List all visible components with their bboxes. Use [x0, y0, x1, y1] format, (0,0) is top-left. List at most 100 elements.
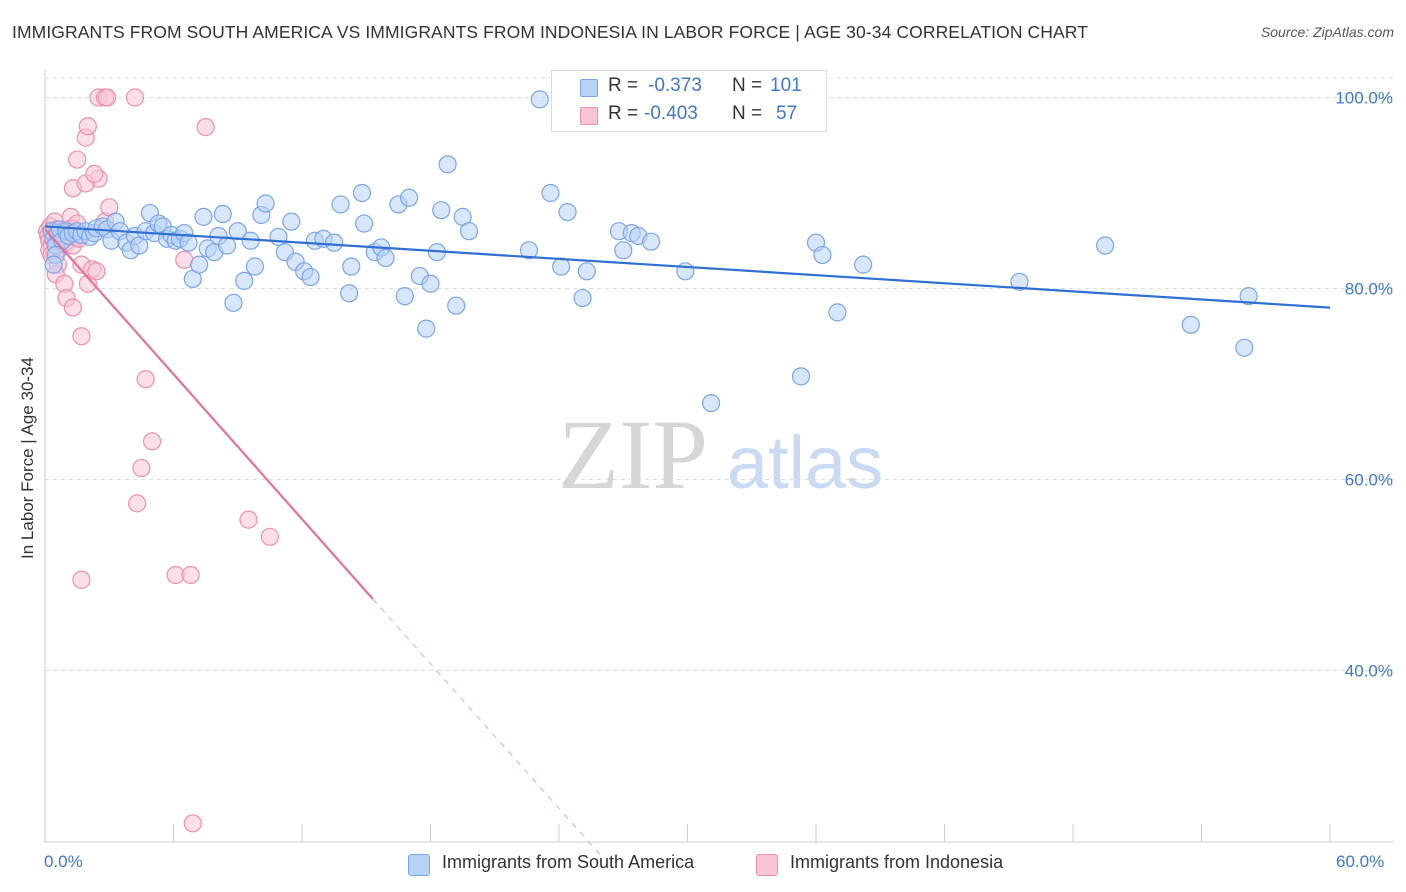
legend: Immigrants from South America Immigrants…	[0, 852, 1406, 876]
watermark-zip: ZIP	[558, 399, 708, 510]
series-south-america-points	[42, 90, 1258, 413]
swatch-south-america	[580, 79, 598, 97]
data-point-south-america	[44, 255, 63, 274]
r-label: R =	[608, 103, 639, 124]
trend-line-south-america	[44, 225, 1331, 309]
data-point-indonesia	[63, 298, 82, 317]
y-tick-label: 100.0%	[1335, 89, 1393, 108]
data-point-south-america	[421, 274, 440, 293]
data-point-south-america	[213, 204, 232, 224]
watermark-atlas: atlas	[727, 421, 883, 504]
data-point-indonesia	[72, 327, 91, 346]
n-label: N =	[732, 75, 763, 96]
data-point-indonesia	[85, 164, 104, 183]
data-point-south-america	[256, 194, 275, 213]
data-point-indonesia	[132, 458, 151, 478]
trend-lines	[44, 225, 1331, 858]
data-point-south-america	[1235, 338, 1254, 357]
data-point-south-america	[676, 262, 695, 281]
legend-label-south-america: Immigrants from South America	[442, 852, 695, 872]
data-point-south-america	[828, 303, 847, 322]
chart-title: IMMIGRANTS FROM SOUTH AMERICA VS IMMIGRA…	[12, 22, 1089, 42]
data-point-indonesia	[125, 88, 145, 107]
data-point-indonesia	[175, 250, 194, 269]
source-label: Source: ZipAtlas.com	[1260, 24, 1394, 40]
data-point-south-america	[245, 257, 264, 276]
data-point-south-america	[614, 241, 633, 260]
y-tick-labels: 100.0% 80.0% 60.0% 40.0%	[1335, 89, 1393, 681]
y-tick-label: 60.0%	[1345, 471, 1393, 490]
data-point-indonesia	[78, 117, 97, 136]
data-point-indonesia	[260, 527, 279, 546]
legend-label-indonesia: Immigrants from Indonesia	[790, 852, 1004, 872]
data-point-south-america	[432, 201, 451, 220]
data-point-south-america	[1096, 236, 1115, 255]
data-point-south-america	[1181, 315, 1200, 334]
data-point-indonesia	[183, 814, 202, 833]
data-point-indonesia	[142, 432, 162, 451]
trend-line-indonesia-extension	[372, 598, 603, 858]
data-point-indonesia	[239, 510, 258, 529]
trend-line-indonesia	[44, 228, 374, 600]
data-point-indonesia	[68, 150, 87, 169]
data-point-indonesia	[98, 88, 117, 107]
x-tick-label-max: 60.0%	[1336, 852, 1385, 871]
swatch-indonesia	[580, 107, 598, 125]
n-value: 101	[770, 75, 802, 96]
data-point-south-america	[447, 296, 466, 315]
data-point-south-america	[1239, 287, 1258, 306]
data-point-south-america	[417, 319, 436, 338]
data-point-indonesia	[181, 565, 200, 585]
data-point-south-america	[190, 255, 209, 274]
data-point-indonesia	[136, 370, 155, 389]
data-point-south-america	[558, 203, 577, 222]
data-point-south-america	[641, 232, 661, 251]
data-point-south-america	[179, 233, 198, 252]
data-point-south-america	[235, 271, 254, 290]
data-point-south-america	[854, 255, 873, 274]
data-point-indonesia	[127, 494, 147, 513]
data-point-south-america	[399, 188, 419, 207]
data-point-south-america	[813, 245, 832, 265]
legend-swatch-indonesia	[756, 854, 778, 876]
data-point-south-america	[194, 207, 213, 226]
series-indonesia-points	[38, 88, 279, 833]
data-point-south-america	[395, 287, 414, 306]
legend-swatch-south-america	[408, 854, 430, 876]
data-point-south-america	[352, 183, 372, 203]
data-point-south-america	[355, 214, 374, 233]
data-point-south-america	[224, 293, 243, 312]
n-value: 57	[776, 103, 798, 124]
y-axis-title: In Labor Force | Age 30-34	[18, 357, 37, 559]
stats-row-indonesia: R = -0.403 N = 57	[552, 101, 826, 129]
data-point-south-america	[552, 257, 571, 276]
y-tick-label: 40.0%	[1345, 662, 1393, 681]
y-tick-label: 80.0%	[1345, 280, 1393, 299]
n-label: N =	[732, 103, 763, 124]
watermark: ZIP atlas	[558, 399, 883, 510]
data-point-indonesia	[87, 262, 106, 281]
data-point-south-america	[301, 267, 320, 287]
data-point-south-america	[577, 262, 596, 281]
r-label: R =	[608, 75, 639, 96]
data-point-indonesia	[72, 570, 91, 589]
data-point-south-america	[530, 90, 549, 109]
data-point-south-america	[376, 248, 395, 268]
axes	[44, 70, 1394, 843]
data-point-south-america	[459, 222, 479, 241]
data-point-south-america	[701, 394, 721, 413]
stats-row-south-america: R = -0.373 N = 101	[552, 73, 826, 101]
data-point-south-america	[340, 284, 359, 303]
data-point-south-america	[342, 257, 361, 276]
data-point-south-america	[573, 288, 592, 308]
data-point-south-america	[269, 227, 288, 247]
r-value: -0.403	[644, 103, 698, 124]
data-point-south-america	[791, 367, 811, 386]
data-point-south-america	[217, 236, 237, 255]
r-value: -0.373	[648, 75, 702, 96]
data-point-south-america	[541, 183, 560, 203]
data-point-south-america	[519, 241, 539, 260]
x-tick-label-min: 0.0%	[44, 852, 83, 871]
data-point-south-america	[282, 212, 301, 231]
